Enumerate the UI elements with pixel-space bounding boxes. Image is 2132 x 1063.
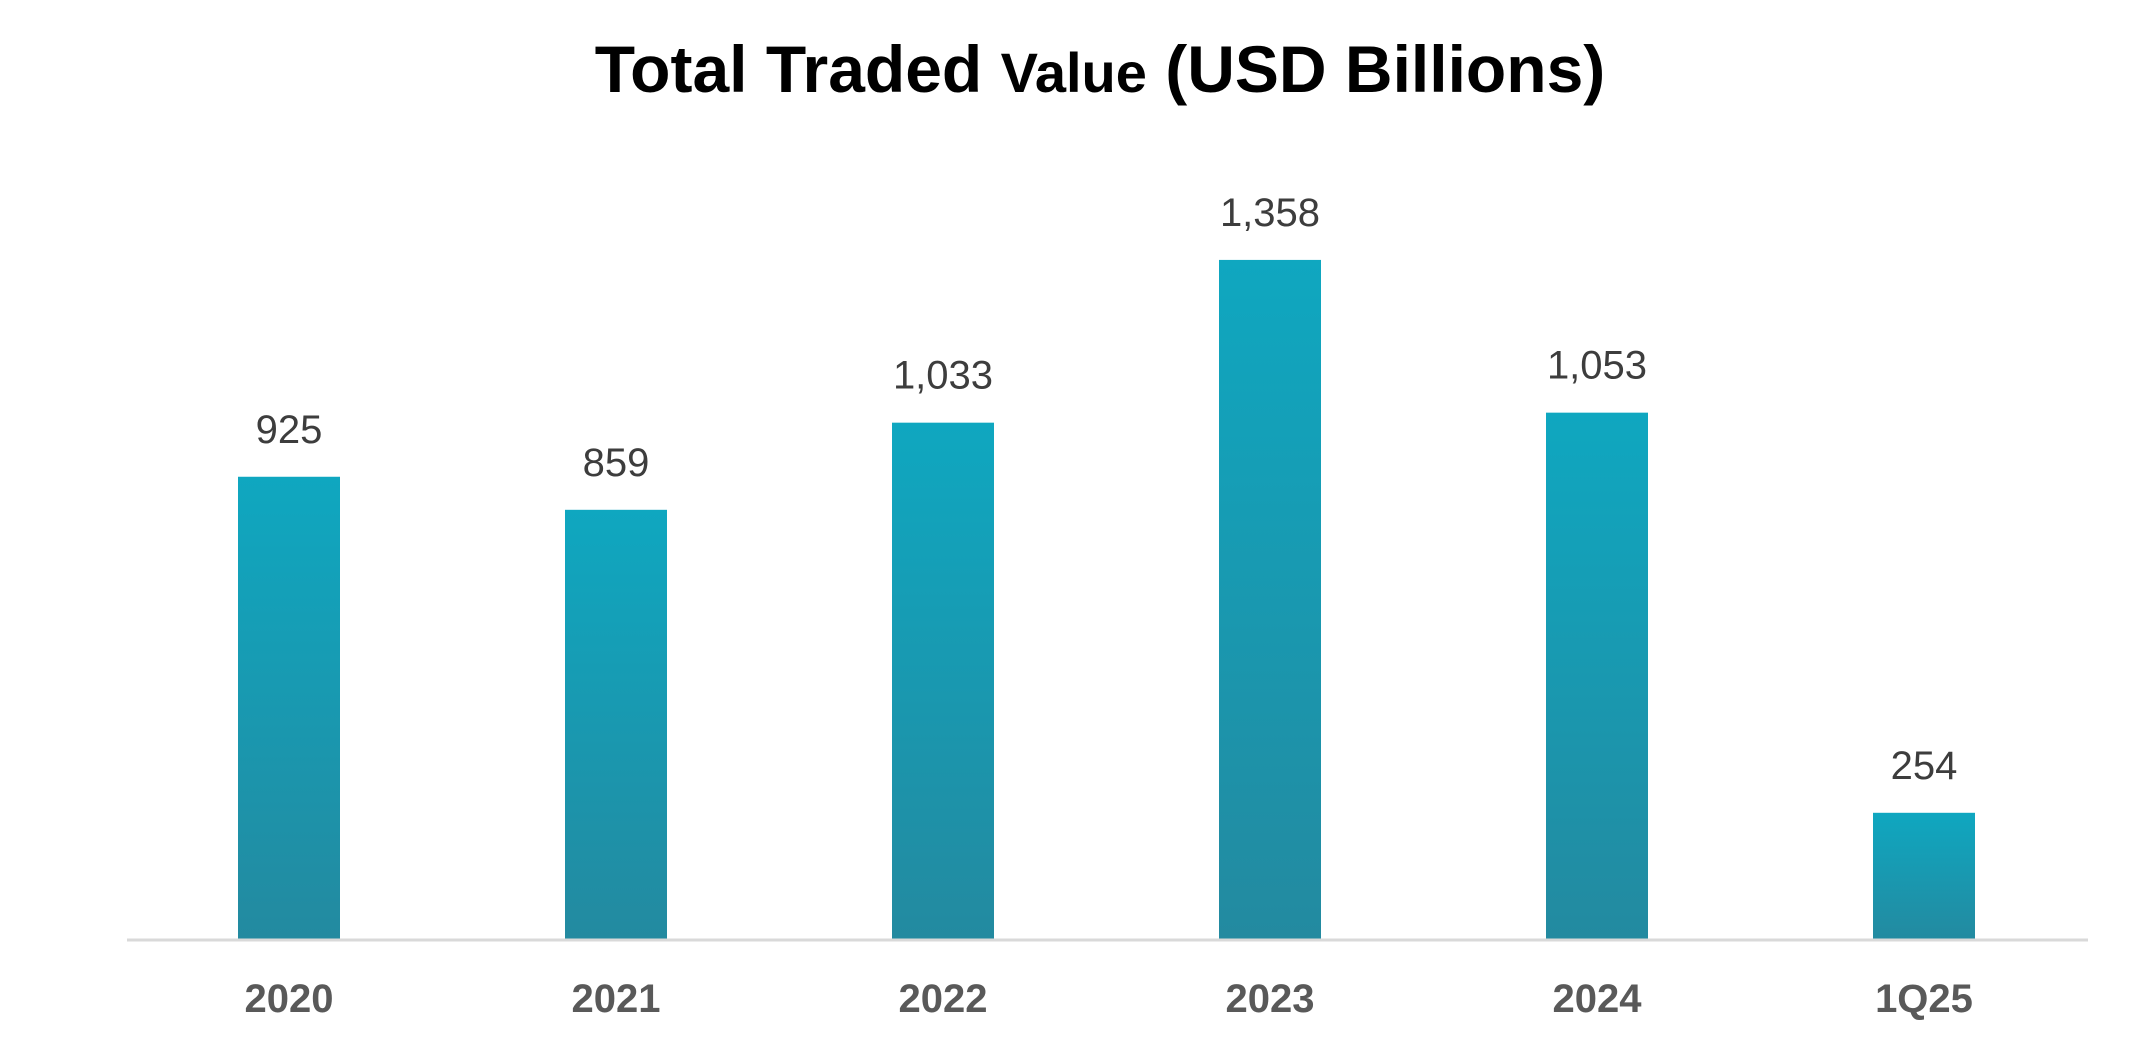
chart-title-part-1: Total Traded xyxy=(595,32,1001,106)
x-tick-label-2022: 2022 xyxy=(899,977,988,1021)
bar-2020 xyxy=(238,476,340,940)
data-label-2020: 925 xyxy=(256,408,323,452)
x-tick-label-2024: 2024 xyxy=(1553,977,1643,1021)
data-label-2021: 859 xyxy=(583,441,650,485)
x-tick-label-2021: 2021 xyxy=(572,977,661,1021)
chart-title-part-3: (USD Billions) xyxy=(1147,32,1605,106)
data-label-1Q25: 254 xyxy=(1891,744,1958,788)
data-label-2024: 1,053 xyxy=(1547,344,1647,388)
data-labels-group: 925 859 1,033 1,358 1,053 254 xyxy=(256,191,1958,788)
chart-title: Total Traded Value (USD Billions) xyxy=(595,32,1606,106)
bars-group xyxy=(238,259,1975,941)
chart-title-part-2: Value xyxy=(1001,41,1147,104)
x-tick-label-2023: 2023 xyxy=(1226,977,1315,1021)
x-tick-label-2020: 2020 xyxy=(245,977,334,1021)
data-label-2022: 1,033 xyxy=(893,354,993,398)
bar-2023 xyxy=(1219,259,1321,941)
x-axis-ticks-group: 2020 2021 2022 2023 2024 1Q25 xyxy=(245,977,1973,1021)
bar-2021 xyxy=(565,509,667,940)
bar-2022 xyxy=(892,422,994,941)
x-tick-label-1Q25: 1Q25 xyxy=(1875,977,1973,1021)
bar-1Q25 xyxy=(1873,812,1975,940)
bar-2024 xyxy=(1546,412,1648,940)
data-label-2023: 1,358 xyxy=(1220,191,1320,235)
